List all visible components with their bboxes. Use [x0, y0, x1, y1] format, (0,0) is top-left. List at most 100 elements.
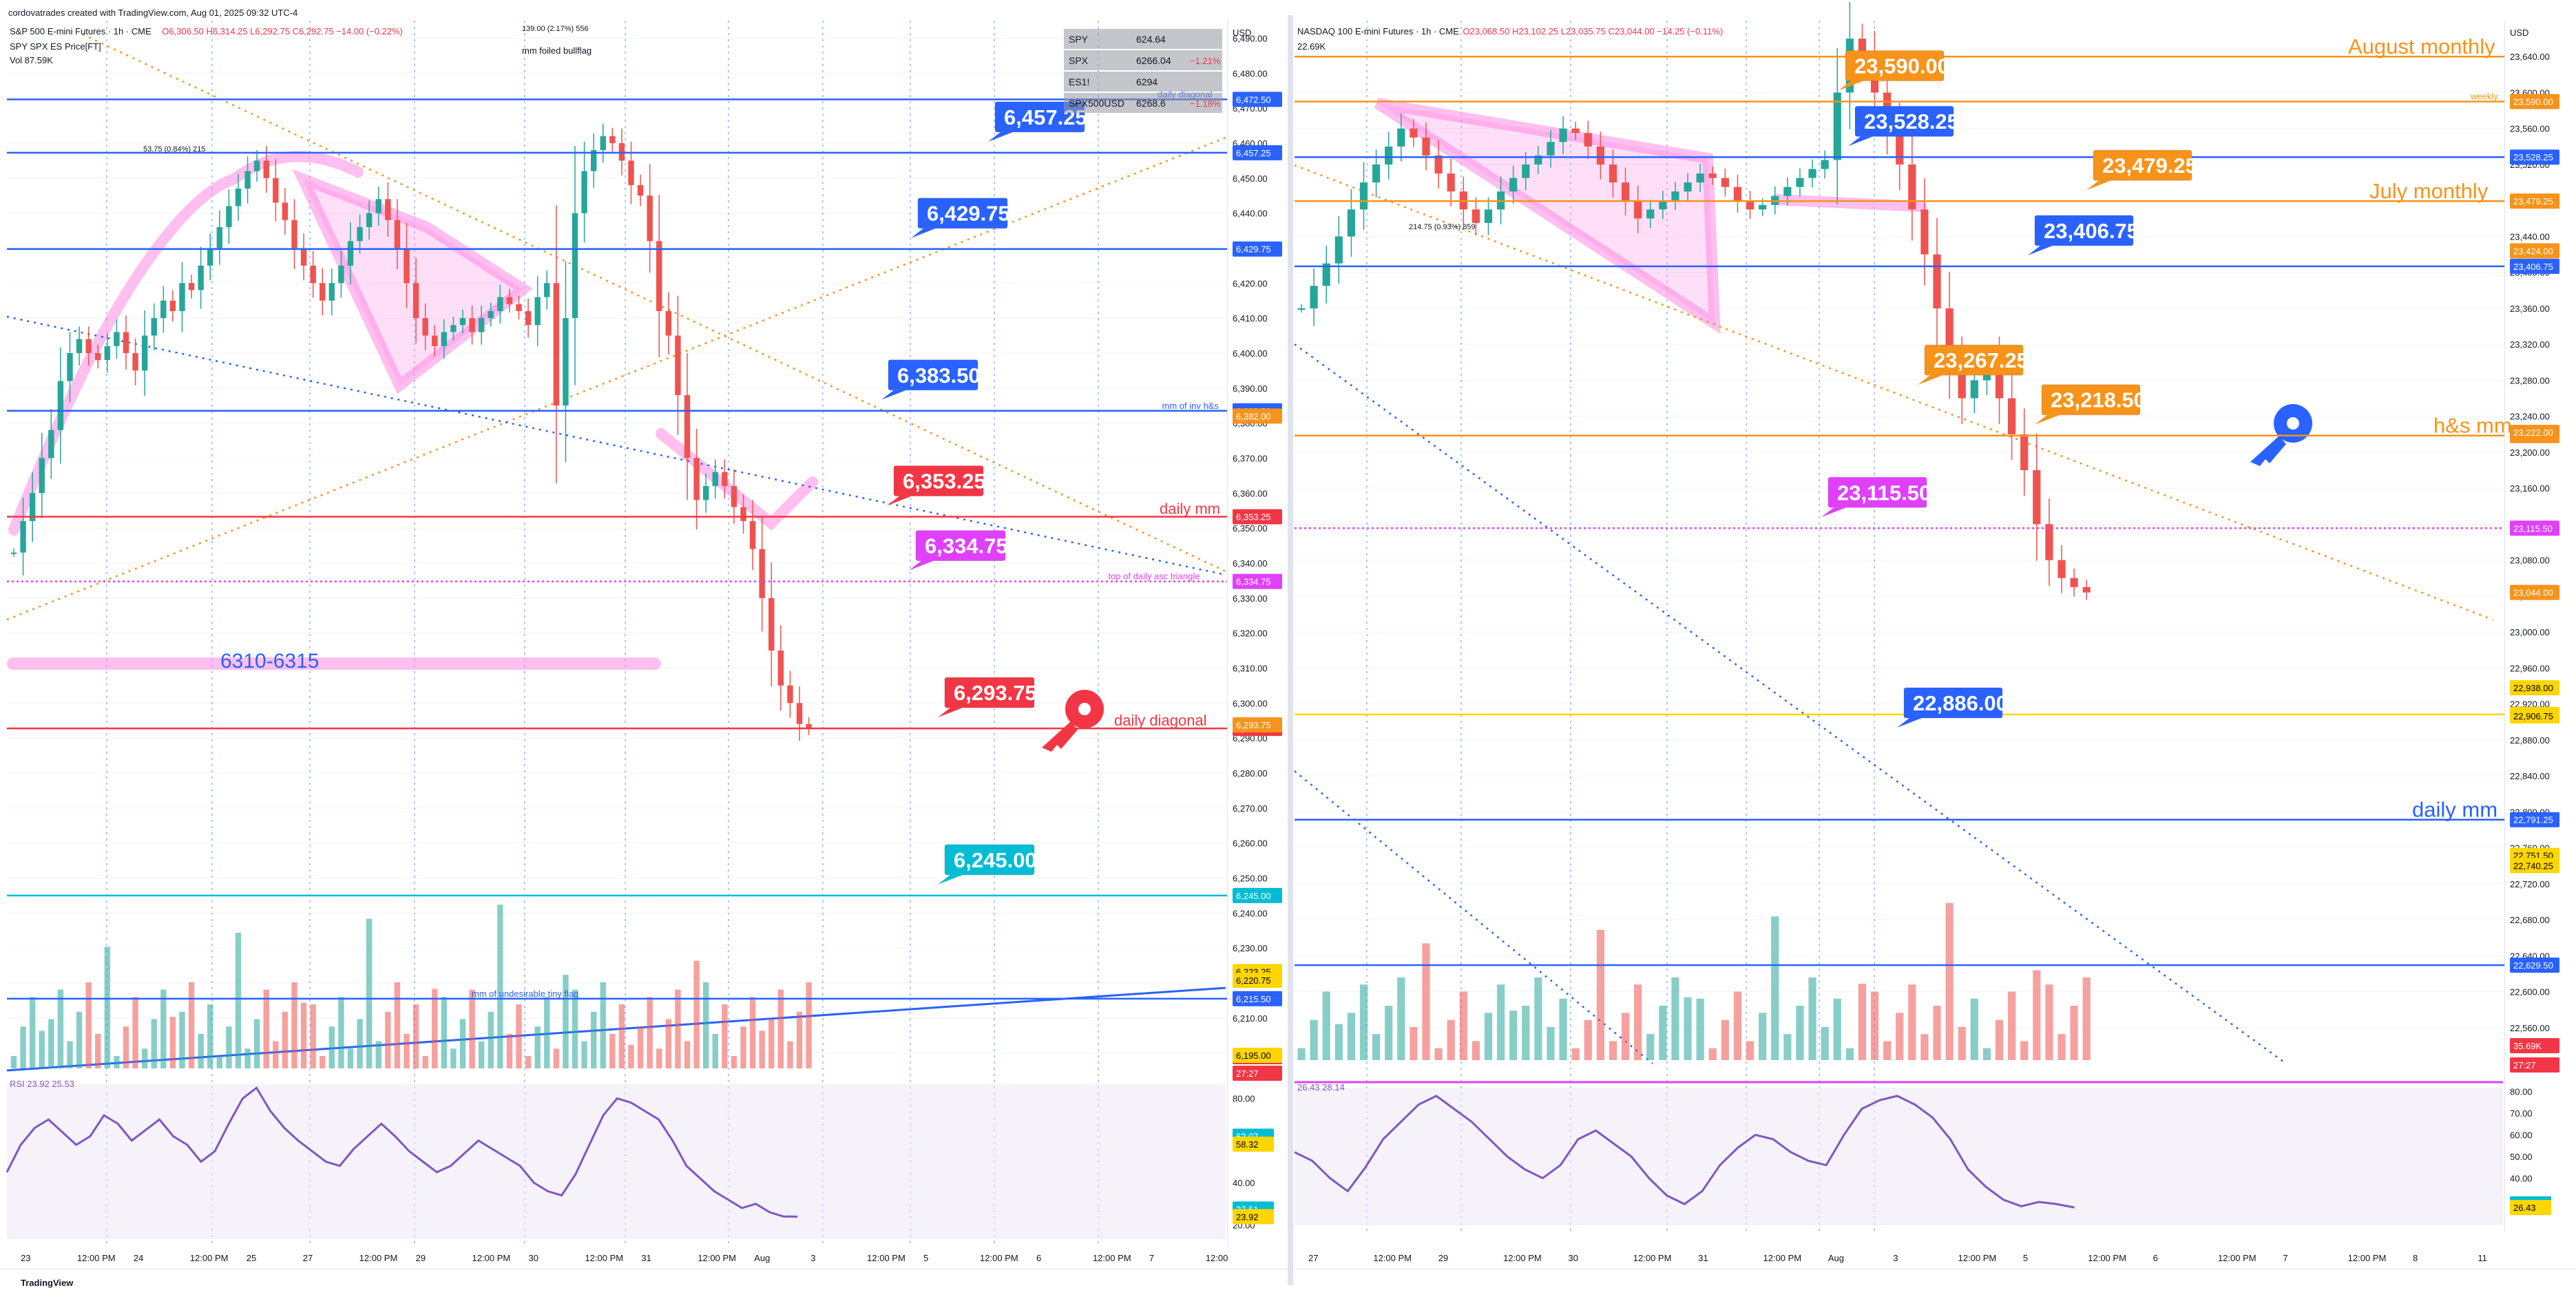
p2-candle-body [1896, 128, 1904, 165]
p1-annotation: mm foiled bullflag [522, 45, 591, 56]
p2-volume-bar [2020, 1041, 2029, 1060]
p2-volume-bar [1609, 1041, 1617, 1060]
p1-price-callout: 6,293.75 [954, 681, 1037, 705]
p1-candle-body [141, 335, 148, 371]
p1-y-tick-label: 6,210.00 [1233, 1013, 1268, 1024]
p1-sub-legend: SPY SPX ES Price[FT] [10, 41, 101, 52]
p1-volume-bar [600, 982, 606, 1068]
p1-level-axis-tag: 6,457.25 [1236, 148, 1271, 158]
p2-x-tick-label: 12:00 PM [1503, 1253, 1542, 1263]
p1-volume-bar [357, 1019, 363, 1068]
p2-rsi-tick: 40.00 [2510, 1173, 2533, 1183]
p2-level-label: July monthly [2369, 179, 2489, 203]
p2-volume-bar [1933, 1006, 1941, 1060]
p2-volume-bar [1970, 998, 1978, 1060]
p2-candle-body [2033, 470, 2041, 525]
p1-candle-body [563, 318, 569, 406]
p2-volume-bar [1870, 991, 1879, 1060]
p1-volume-bar [48, 1019, 54, 1068]
p2-level-axis-tag: 23,528.25 [2513, 152, 2553, 162]
p1-volume-bar [777, 989, 784, 1068]
p1-volume-bar [141, 1048, 148, 1068]
p2-candle-body [1833, 92, 1841, 160]
p2-volume-bar [1509, 1011, 1518, 1060]
p2-candle-body [1759, 204, 1767, 210]
p1-volume-bar [263, 989, 269, 1068]
footer-brand[interactable]: TradingView [21, 1278, 74, 1288]
p2-y-tick-label: 23,360.00 [2510, 304, 2550, 314]
p2-candle-body [1746, 200, 1755, 210]
p1-level-label: daily mm [1160, 500, 1220, 518]
p1-candle-body [749, 520, 756, 549]
p1-x-tick-label: 12:00 PM [585, 1253, 623, 1263]
p2-x-tick-label: 12:00 PM [1763, 1253, 1801, 1263]
p2-candle-body [1372, 164, 1381, 183]
p1-level-axis-tag-bg [1233, 573, 1282, 589]
p2-volume-bar [2008, 991, 2016, 1060]
p2-x-tick-label: 12:00 PM [1633, 1253, 1672, 1263]
p2-currency-label: USD [2510, 28, 2528, 38]
p2-volume-bar [1920, 1034, 1929, 1060]
p2-price-callout-box [2093, 149, 2192, 181]
p2-y-tick-label: 23,640.00 [2510, 52, 2550, 62]
p2-volume-bar [1447, 1020, 1455, 1060]
p1-y-tick-label: 6,410.00 [1233, 313, 1268, 324]
p2-volume-bar [1858, 983, 1867, 1060]
p1-candle-body [581, 171, 587, 213]
p1-extra-axis-tag: 27:27 [1236, 1068, 1259, 1079]
p2-price-callout-box [2034, 215, 2134, 246]
p2-volume-bar [1472, 1041, 1480, 1060]
p1-volume-bar [104, 947, 111, 1068]
p1-y-tick-label: 6,310.00 [1233, 663, 1268, 673]
p1-candle-body [637, 184, 644, 196]
p1-candle-body [553, 283, 560, 406]
p1-volume-bar [432, 989, 438, 1068]
p1-volume-bar [375, 1041, 381, 1068]
p1-candle-body [385, 199, 391, 220]
p1-extra-axis-tag-bg [1233, 973, 1282, 989]
watchlist-price: 6266.04 [1136, 55, 1171, 66]
p2-level-label: h&s mm [2433, 414, 2512, 438]
p2-volume-bar [1958, 1026, 1966, 1060]
p2-rsi-axis-tag-bg [2510, 1200, 2551, 1216]
p2-volume-bar [1547, 1026, 1555, 1060]
p1-candle-body [600, 136, 606, 151]
p2-key-icon [2250, 436, 2286, 466]
p2-candle-body [1721, 178, 1729, 187]
p2-volume-bar [1410, 1026, 1418, 1060]
p1-candle-body [253, 160, 260, 171]
p1-x-tick-label: 30 [529, 1253, 538, 1263]
p1-volume-bar [198, 1033, 204, 1068]
p1-price-callout-pointer [938, 874, 963, 885]
p1-candle-body [787, 685, 793, 704]
p2-volume-bar [1496, 984, 1505, 1060]
p2-candle-body [1708, 173, 1717, 178]
p1-volume-bar [590, 1011, 597, 1068]
p2-price-callout-pointer [2035, 414, 2060, 425]
p1-rsi-axis-tag-bg [1233, 1209, 1274, 1225]
p2-price-callout: 23,218.50 [2051, 388, 2146, 412]
p1-candle-body [263, 160, 269, 178]
p2-volume-bar [1733, 991, 1742, 1060]
p2-extra-axis-tag: 22,938.00 [2513, 683, 2553, 693]
p1-candle-body [114, 332, 120, 346]
p1-volume-bar [39, 1031, 45, 1068]
p1-candle-body [57, 381, 64, 430]
p2-level-axis-tag-bg [2510, 812, 2559, 827]
p1-y-tick-label: 6,300.00 [1233, 698, 1268, 708]
p1-rsi-axis-tag: 23.92 [1236, 1212, 1259, 1222]
p1-candle-body [488, 310, 494, 319]
p1-candle-body [291, 220, 297, 249]
p1-volume-bar [787, 1041, 793, 1068]
p2-extra-callout-box [1903, 687, 2003, 719]
p2-level-axis-tag-bg [2510, 94, 2559, 109]
p1-x-tick-label: 25 [247, 1253, 256, 1263]
p2-price-callout: 23,479.25 [2102, 154, 2197, 178]
p1-volume-bar [235, 932, 242, 1068]
p1-candle-body [310, 265, 316, 284]
p1-candle-body [693, 458, 700, 500]
p2-candle-body [1447, 173, 1455, 192]
p1-candle-body [39, 458, 45, 494]
p2-volume-bar [1372, 1034, 1381, 1060]
p2-price-callout-box [2041, 384, 2141, 416]
